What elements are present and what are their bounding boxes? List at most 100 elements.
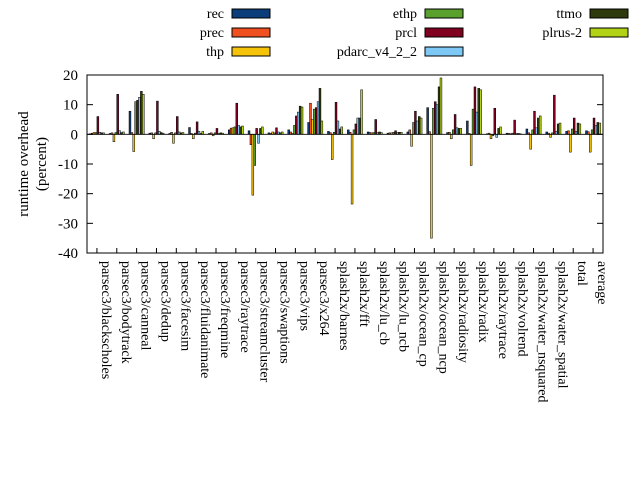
bar-pdarc_v4_2_2-parsec3/vips — [297, 111, 300, 135]
bar-ttmo-parsec3/vips — [298, 105, 302, 135]
bar-prcl-splash2x/volrend — [513, 119, 516, 135]
bar-thp-splash2x/radiosity — [450, 134, 453, 140]
bar-ethp-parsec3/vips — [293, 125, 296, 135]
bar-ttmo-parsec3/canneal — [140, 91, 143, 135]
bar-thp-splash2x/fft — [350, 134, 354, 205]
bar-ttmo-splash2x/water_spatial — [556, 123, 560, 135]
x-tick-label-parsec3/swaptions: parsec3/swaptions — [277, 261, 292, 364]
legend-label-ethp: ethp — [393, 7, 417, 22]
bar-pdarc_v4_2_2-total — [574, 131, 578, 135]
bar-rec-splash2x/radix — [466, 120, 469, 135]
x-tick-label-splash2x/radix: splash2x/radix — [475, 261, 490, 343]
bar-plrus-2-parsec3/raytrace — [241, 125, 244, 135]
y-tick-label--30: -30 — [58, 216, 78, 232]
bar-plrus-2-parsec3/canneal — [142, 94, 145, 135]
y-tick-label-20: 20 — [63, 68, 78, 84]
bar-thp-parsec3/facesim — [172, 134, 175, 144]
legend-swatch-prcl — [424, 27, 464, 38]
bar-prcl-parsec3/fluidanimate — [195, 121, 199, 135]
bar-plrus-2-splash2x/water_spatial — [558, 122, 562, 135]
bar-rec-splash2x/ocean_ncp — [426, 107, 429, 135]
bar-pdarc_v4_2_2-parsec3/fluidanimate — [197, 131, 201, 135]
bar-prcl-parsec3/blackscholes — [96, 116, 100, 135]
bar-ttmo-splash2x/fft — [358, 117, 361, 135]
bar-rec-average — [585, 130, 588, 135]
x-tick-label-splash2x/radiosity: splash2x/radiosity — [455, 261, 470, 363]
y-tick-label-10: 10 — [63, 98, 78, 114]
bar-rec-splash2x/water_nsquared — [525, 128, 529, 135]
legend-label-plrus-2: plrus-2 — [542, 26, 582, 41]
bar-rec-parsec3/fluidanimate — [188, 127, 191, 135]
bar-prcl-splash2x/lu_cb — [374, 119, 377, 135]
bar-ethp-parsec3/canneal — [134, 101, 137, 135]
bar-pdarc_v4_2_2-parsec3/streamcluster — [257, 134, 260, 144]
bars-group — [89, 77, 601, 239]
bar-pdarc_v4_2_2-splash2x/water_nsquared — [535, 127, 538, 135]
legend-label-thp: thp — [206, 45, 224, 60]
bar-pdarc_v4_2_2-parsec3/canneal — [138, 97, 141, 135]
bar-plrus-2-splash2x/ocean_cp — [419, 117, 423, 135]
bar-ttmo-average — [596, 122, 600, 135]
x-tick-label-parsec3/facesim: parsec3/facesim — [177, 261, 192, 351]
bar-plrus-2-splash2x/ocean_ncp — [439, 77, 443, 135]
x-tick-labels: parsec3/blackscholes parsec3/bodytrack par… — [96, 248, 609, 403]
legend-label-ttmo: ttmo — [556, 7, 582, 22]
x-tick-label-parsec3/canneal: parsec3/canneal — [138, 261, 153, 350]
bar-prec-parsec3/raytrace — [229, 127, 233, 135]
x-tick-label-parsec3/fluidanimate: parsec3/fluidanimate — [197, 261, 212, 378]
bar-thp-splash2x/radix — [469, 134, 473, 166]
x-tick-label-parsec3/freqmine: parsec3/freqmine — [217, 261, 232, 358]
bar-prcl-splash2x/ocean_ncp — [434, 101, 437, 135]
bar-thp-splash2x/barnes — [331, 134, 334, 160]
bar-prcl-splash2x/raytrace — [493, 107, 497, 135]
bar-thp-parsec3/bodytrack — [112, 134, 116, 143]
bar-ttmo-splash2x/ocean_ncp — [437, 86, 441, 135]
x-tick-label-splash2x/barnes: splash2x/barnes — [336, 261, 351, 350]
bar-rec-total — [565, 131, 568, 135]
bar-ttmo-splash2x/radix — [477, 88, 480, 135]
bar-thp-parsec3/canneal — [132, 134, 135, 152]
bar-prcl-parsec3/vips — [295, 115, 298, 135]
x-tick-label-splash2x/water_spatial: splash2x/water_spatial — [554, 261, 569, 389]
y-tick-label--20: -20 — [58, 187, 78, 203]
bar-rec-parsec3/streamcluster — [247, 130, 251, 135]
bar-rec-parsec3/raytrace — [228, 129, 231, 135]
bar-prcl-parsec3/streamcluster — [255, 128, 258, 135]
bar-prec-total — [567, 130, 570, 135]
bar-prcl-average — [592, 117, 596, 135]
bar-prec-splash2x/ocean_cp — [408, 129, 411, 135]
bar-prcl-parsec3/facesim — [176, 116, 179, 135]
bar-pdarc_v4_2_2-parsec3/x264 — [316, 101, 320, 135]
bar-ethp-parsec3/x264 — [313, 108, 316, 135]
bar-pdarc_v4_2_2-splash2x/radiosity — [455, 127, 459, 135]
legend-label-prec: prec — [200, 26, 224, 41]
x-tick-label-splash2x/lu_ncb: splash2x/lu_ncb — [396, 261, 411, 352]
bar-thp-parsec3/x264 — [311, 119, 314, 135]
bar-pdarc_v4_2_2-splash2x/fft — [356, 117, 359, 135]
bar-rec-splash2x/fft — [347, 129, 350, 135]
bar-rec-splash2x/barnes — [327, 131, 330, 135]
bar-prcl-parsec3/raytrace — [235, 102, 239, 135]
legend-label-prcl: prcl — [395, 26, 417, 41]
bar-ttmo-total — [576, 122, 580, 135]
bar-pdarc_v4_2_2-splash2x/ocean_cp — [416, 120, 419, 135]
bar-ethp-average — [590, 129, 594, 135]
legend-label-pdarc_v4_2_2: pdarc_v4_2_2 — [337, 45, 417, 60]
bar-ethp-splash2x/fft — [352, 129, 356, 135]
bar-plrus-2-total — [578, 123, 582, 135]
bar-thp-parsec3/dedup — [152, 134, 155, 140]
bar-pdarc_v4_2_2-splash2x/raytrace — [495, 134, 498, 138]
bar-rec-parsec3/x264 — [307, 122, 310, 135]
x-tick-label-splash2x/lu_cb: splash2x/lu_cb — [376, 261, 391, 345]
x-tick-label-parsec3/bodytrack: parsec3/bodytrack — [118, 261, 133, 364]
bar-prcl-parsec3/bodytrack — [116, 94, 119, 135]
x-tick-label-splash2x/ocean_ncp: splash2x/ocean_ncp — [435, 261, 450, 374]
bar-pdarc_v4_2_2-average — [594, 125, 598, 135]
bar-prcl-parsec3/swaptions — [275, 127, 278, 135]
bar-prcl-splash2x/barnes — [334, 102, 338, 135]
bar-plrus-2-splash2x/barnes — [340, 126, 343, 135]
bar-plrus-2-splash2x/water_nsquared — [538, 115, 542, 135]
bar-thp-total — [569, 134, 572, 153]
bar-ttmo-splash2x/raytrace — [497, 128, 500, 135]
